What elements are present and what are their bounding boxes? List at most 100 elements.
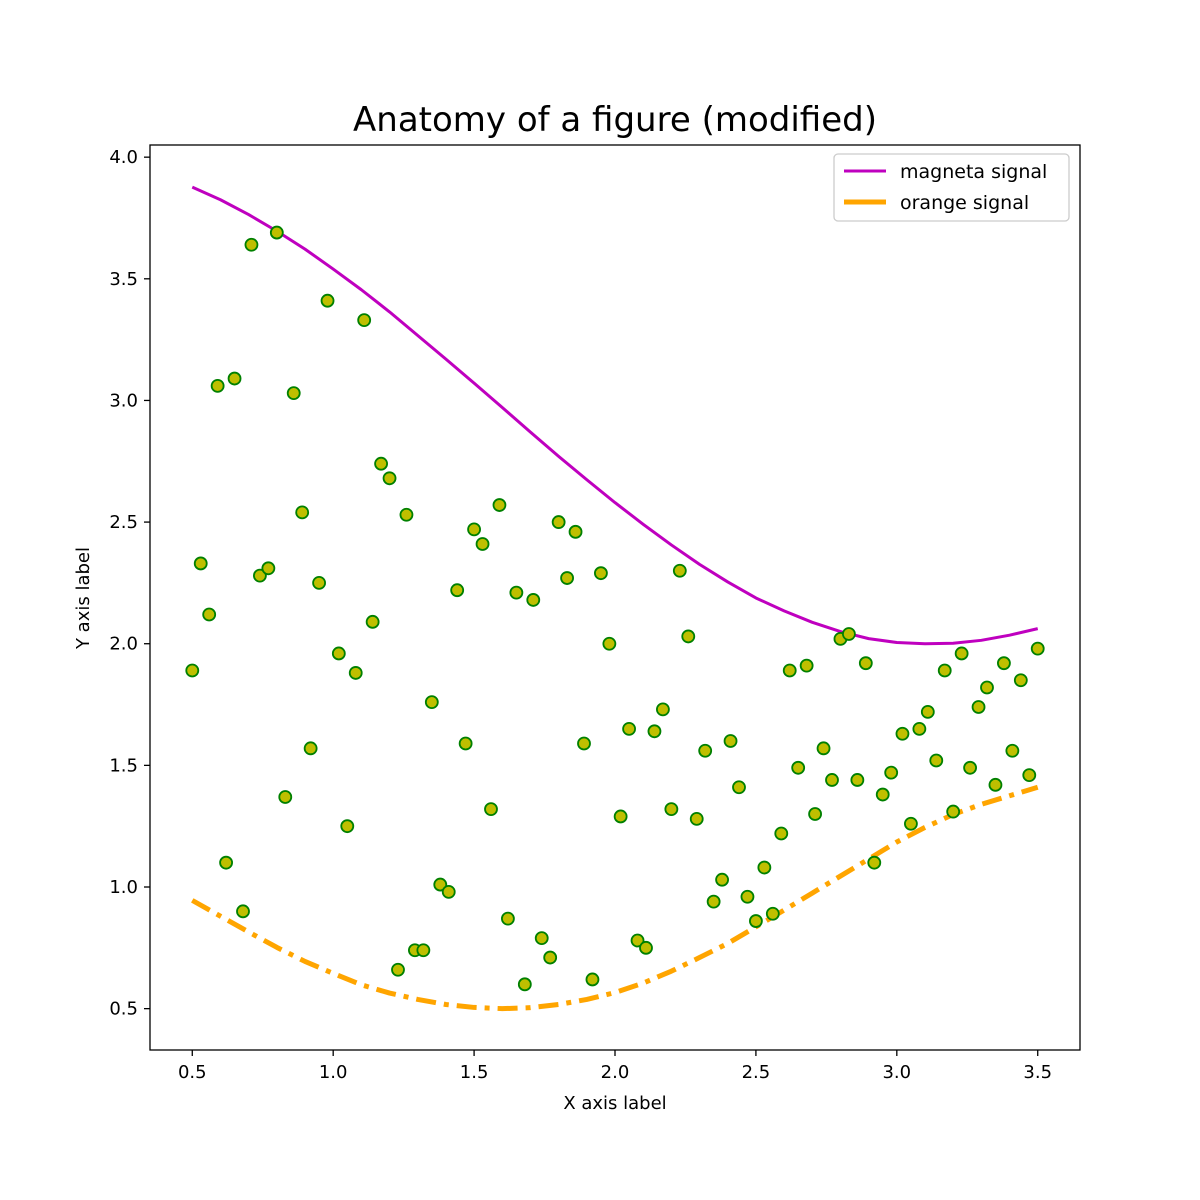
legend-label: magneta signal xyxy=(900,161,1047,183)
scatter-point xyxy=(971,700,986,714)
scatter-point xyxy=(825,773,839,787)
x-tick-label: 2.5 xyxy=(742,1062,771,1083)
plot-area xyxy=(185,185,1045,1012)
scatter-point xyxy=(475,537,490,551)
scatter-point xyxy=(202,607,217,622)
scatter-point xyxy=(791,760,806,775)
scatter-point xyxy=(1013,673,1028,688)
scatter-point xyxy=(484,802,498,817)
series-line-0 xyxy=(191,185,1039,646)
scatter-point xyxy=(740,889,755,904)
scatter-point xyxy=(816,741,831,756)
scatter-point xyxy=(269,225,284,240)
scatter-point xyxy=(613,809,628,824)
y-tick-label: 3.5 xyxy=(109,269,138,290)
scatter-point xyxy=(467,522,481,537)
scatter-point xyxy=(698,743,713,758)
scatter-point xyxy=(963,760,977,775)
y-tick-label: 0.5 xyxy=(109,999,138,1020)
y-tick-label: 1.5 xyxy=(109,755,138,776)
scatter-point xyxy=(543,950,558,965)
series-line-1 xyxy=(191,784,1039,1012)
x-tick-label: 0.5 xyxy=(178,1062,207,1083)
scatter-point xyxy=(185,663,200,678)
scatter-point xyxy=(912,721,927,736)
x-tick-label: 3.5 xyxy=(1023,1062,1052,1083)
scatter-point xyxy=(348,666,363,680)
scatter-point xyxy=(382,471,397,486)
y-axis-label: Y axis label xyxy=(73,547,94,650)
scatter-point xyxy=(774,826,789,841)
scatter-point xyxy=(295,505,310,520)
scatter-point xyxy=(219,855,233,870)
scatter-point xyxy=(416,943,431,958)
scatter-point xyxy=(526,593,541,607)
scatter-point xyxy=(980,680,994,695)
scatter-point xyxy=(365,614,380,629)
scatter-point xyxy=(399,507,414,522)
scatter-point xyxy=(391,962,405,977)
scatter-point xyxy=(639,940,653,955)
scatter-point xyxy=(757,860,772,875)
scatter-point xyxy=(706,894,721,909)
plot-marks xyxy=(185,185,1045,1012)
scatter-point xyxy=(1005,743,1020,758)
legend-label: orange signal xyxy=(900,192,1029,214)
scatter-point xyxy=(253,568,267,583)
scatter-point xyxy=(424,695,439,710)
scatter-point xyxy=(551,515,566,529)
scatter-point xyxy=(946,804,961,819)
scatter-point xyxy=(937,663,952,678)
scatter-point xyxy=(517,977,532,992)
scatter-point xyxy=(312,576,326,590)
scatter-point xyxy=(884,765,899,780)
scatter-point xyxy=(534,931,549,945)
scatter-point xyxy=(501,911,515,926)
x-tick-label: 1.5 xyxy=(460,1062,489,1083)
scatter-point xyxy=(664,802,679,817)
x-tick-label: 3.0 xyxy=(882,1062,911,1083)
scatter-point xyxy=(303,741,318,756)
scatter-point xyxy=(261,561,276,576)
scatter-point xyxy=(286,386,301,401)
scatter-point xyxy=(1022,768,1037,782)
scatter-point xyxy=(602,636,617,651)
scatter-point xyxy=(765,906,780,921)
scatter-point xyxy=(458,736,473,751)
scatter-point xyxy=(622,721,636,736)
scatter-point xyxy=(647,724,662,739)
y-tick-label: 2.0 xyxy=(109,634,138,655)
axes: 0.5 1.0 1.5 2.0 2.5 3.0 3.5 0.5 1.0 1.5 2.0 2.5 3.0 3… xyxy=(109,144,1081,1083)
scatter-point xyxy=(236,904,250,919)
scatter-point xyxy=(357,313,372,328)
chart-title: Anatomy of a figure (modified) xyxy=(353,100,877,140)
scatter-point xyxy=(689,811,704,826)
scatter-point xyxy=(875,787,890,802)
scatter-point xyxy=(842,627,856,641)
scatter-point xyxy=(560,571,574,585)
y-tick-label: 3.0 xyxy=(109,390,138,411)
scatter-point xyxy=(450,583,465,598)
scatter-point xyxy=(672,563,687,578)
scatter-point xyxy=(782,663,797,678)
scatter-point xyxy=(577,736,591,751)
scatter-point xyxy=(227,371,242,386)
y-tick-label: 1.0 xyxy=(109,877,138,898)
x-axis-label: X axis label xyxy=(563,1093,666,1114)
scatter-point xyxy=(210,378,225,393)
legend: magneta signal orange signal xyxy=(833,153,1070,222)
scatter-point xyxy=(867,855,882,870)
scatter-point xyxy=(858,656,873,671)
scatter-point xyxy=(244,237,259,252)
scatter-point xyxy=(340,819,355,834)
scatter-point xyxy=(715,872,729,887)
scatter-point xyxy=(895,726,910,741)
scatter-point xyxy=(374,456,388,471)
scatter-point xyxy=(749,914,763,928)
scatter-point xyxy=(920,704,935,719)
scatter-point xyxy=(799,658,814,673)
scatter-point xyxy=(988,777,1003,792)
scatter-point xyxy=(278,790,293,804)
scatter-point xyxy=(320,293,335,308)
